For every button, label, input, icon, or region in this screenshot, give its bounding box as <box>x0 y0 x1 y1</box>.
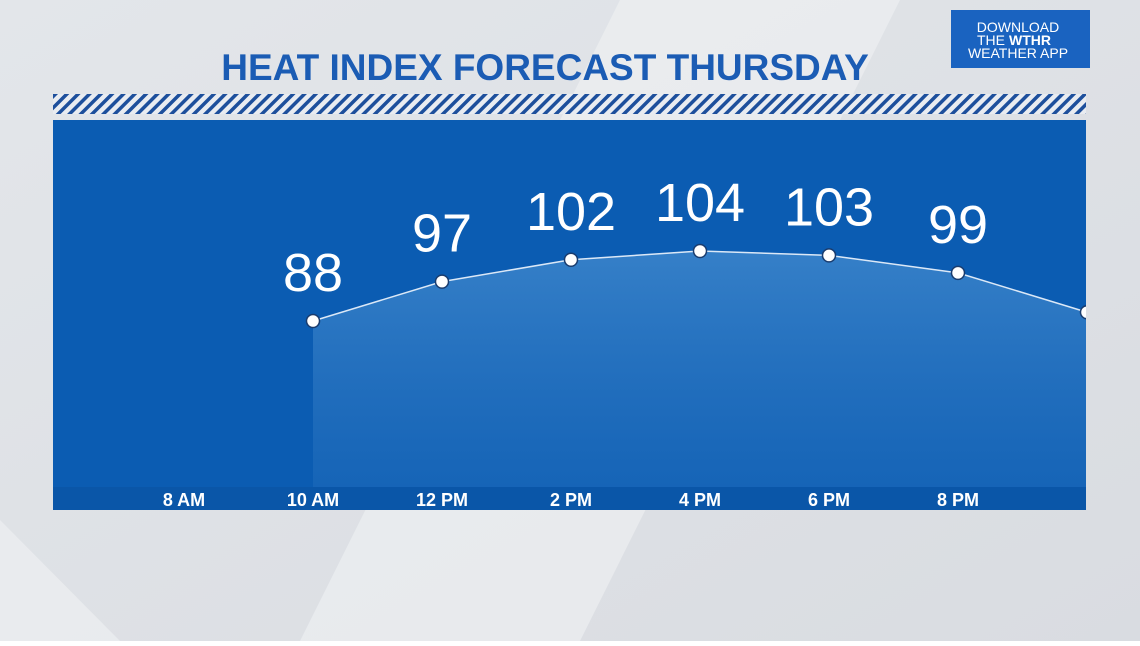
value-label: 103 <box>784 177 874 237</box>
point <box>821 248 837 263</box>
x-tick-label: 10 AM <box>287 490 339 510</box>
point <box>305 313 321 329</box>
point <box>434 274 450 289</box>
value-label: 104 <box>655 173 745 233</box>
badge-text: WTHR <box>1009 32 1051 48</box>
point <box>1079 305 1086 320</box>
badge-text: THE <box>977 32 1005 48</box>
x-tick-label: 6 PM <box>808 490 850 510</box>
x-tick-label: 8 AM <box>163 490 205 510</box>
labels: 8 AM 10 AM 12 PM 2 PM 4 PM 6 PM 8 PM 88 97 102 104… <box>163 173 988 510</box>
value-label: 88 <box>283 243 343 303</box>
x-tick-label: 8 PM <box>937 490 979 510</box>
value-label: 102 <box>526 182 616 242</box>
x-tick-label: 12 PM <box>416 490 468 510</box>
badge-text: DOWNLOAD <box>977 19 1059 35</box>
value-label: 99 <box>928 195 988 255</box>
chart-title: HEAT INDEX FORECAST THURSDAY <box>221 47 869 88</box>
hatch-band <box>53 94 1086 114</box>
x-tick-label: 4 PM <box>679 490 721 510</box>
badge-text: WEATHER APP <box>968 45 1068 61</box>
point <box>950 265 966 281</box>
x-tick-label: 2 PM <box>550 490 592 510</box>
plot <box>305 243 1086 487</box>
point <box>563 252 579 267</box>
point <box>692 243 708 259</box>
bg-shape <box>0 520 120 641</box>
axis-strip <box>53 487 1086 510</box>
app-badge <box>951 10 1090 68</box>
area <box>313 251 1086 487</box>
value-label: 97 <box>412 204 472 264</box>
